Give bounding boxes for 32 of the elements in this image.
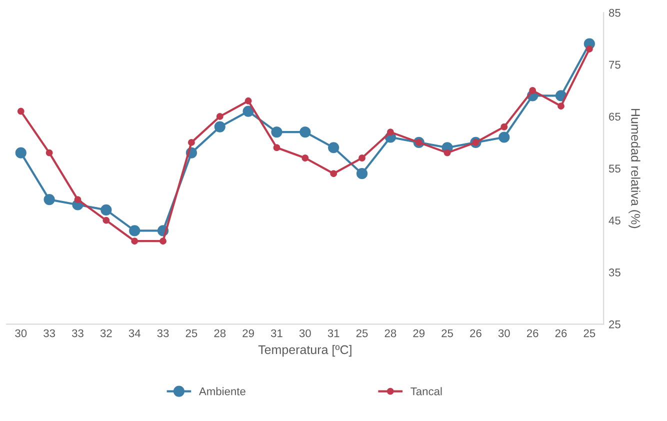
x-tick-label: 30: [299, 329, 311, 338]
x-tick-label: 25: [356, 329, 368, 338]
x-tick-label: 25: [186, 329, 198, 338]
x-tick-label: 25: [584, 329, 596, 338]
y-tick-label: 75: [609, 60, 620, 69]
x-tick-label: 26: [470, 329, 482, 338]
y-tick-label: 25: [609, 320, 620, 328]
x-axis-title: Temperatura [ºC]: [258, 344, 352, 357]
legend-label: Tancal: [410, 387, 442, 396]
x-tick-label: 30: [498, 329, 510, 338]
x-tick-label: 31: [270, 329, 282, 338]
x-tick-label: 33: [72, 329, 84, 338]
y-axis-title: Humedad relativa (%): [628, 108, 640, 228]
x-tick-label: 29: [242, 329, 254, 338]
x-tick-label: 32: [100, 329, 112, 338]
x-tick-label: 33: [44, 329, 55, 338]
y-tick-label: 35: [608, 268, 620, 276]
x-tick-label: 31: [328, 329, 340, 338]
x-tick-label: 29: [413, 329, 425, 338]
x-tick-label: 28: [384, 329, 396, 338]
x-tick-label: 34: [128, 329, 140, 338]
x-tick-label: 26: [526, 329, 538, 338]
y-tick-label: 65: [609, 112, 620, 121]
x-tick-label: 33: [157, 329, 169, 338]
y-tick-label: 55: [608, 164, 620, 173]
y-tick-label: 45: [608, 216, 620, 224]
x-tick-label: 26: [555, 329, 567, 338]
y-tick-label: 85: [608, 8, 620, 17]
legend-label: Ambiente: [198, 387, 246, 396]
x-tick-label: 30: [15, 329, 27, 338]
x-tick-label: 25: [442, 329, 453, 338]
x-tick-label: 28: [214, 329, 226, 338]
